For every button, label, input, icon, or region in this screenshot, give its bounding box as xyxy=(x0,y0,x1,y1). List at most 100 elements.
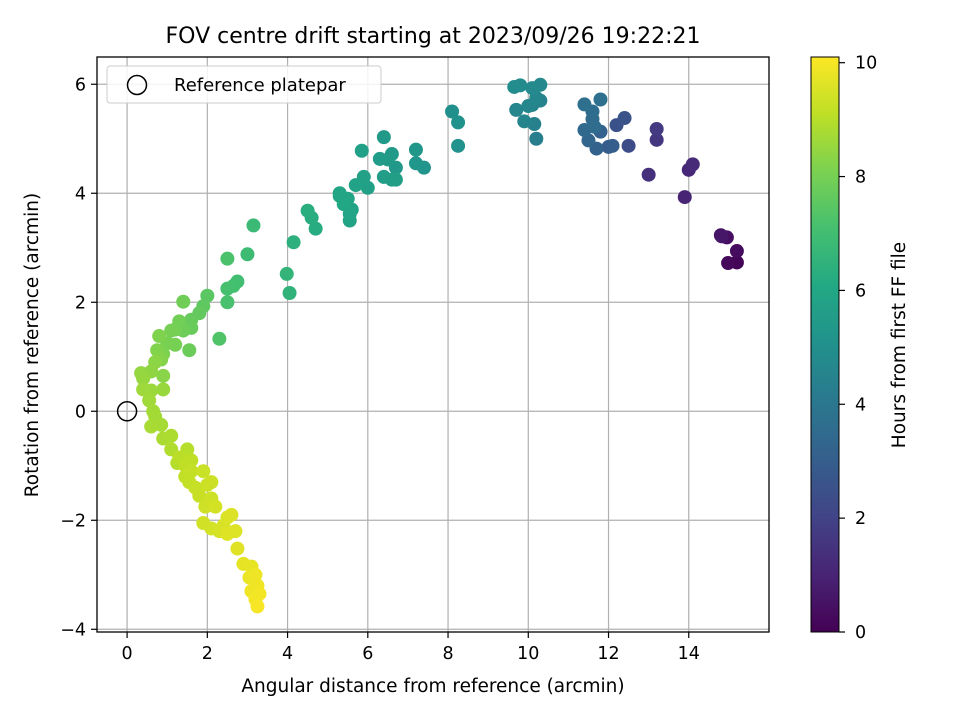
y-tick-label: 0 xyxy=(75,402,86,422)
data-point xyxy=(685,157,700,172)
data-point xyxy=(714,229,729,244)
data-point xyxy=(182,343,197,358)
data-point xyxy=(220,526,235,541)
data-point xyxy=(641,167,656,182)
data-point xyxy=(212,331,227,346)
data-point xyxy=(192,488,207,503)
legend-marker xyxy=(126,74,148,96)
reference-marker xyxy=(116,401,138,422)
data-point xyxy=(451,138,466,153)
x-axis-label: Angular distance from reference (arcmin) xyxy=(241,676,624,697)
data-point xyxy=(617,111,632,126)
colorbar-label: Hours from first FF file xyxy=(889,242,910,448)
x-axis: 0 2 4 6 8 10 12 14 xyxy=(122,632,700,664)
data-point xyxy=(587,119,602,134)
data-point xyxy=(507,79,522,94)
data-point xyxy=(677,190,692,205)
legend-label: Reference platepar xyxy=(174,75,346,96)
colorbar: 0 2 4 6 8 10 Hours from first FF file xyxy=(810,54,910,643)
data-point xyxy=(621,138,636,153)
data-point xyxy=(282,285,297,300)
data-point xyxy=(721,256,736,271)
data-point xyxy=(220,281,235,296)
data-point xyxy=(408,156,423,171)
colorbar-ticks: 0 2 4 6 8 10 xyxy=(839,54,877,643)
x-tick-label: 4 xyxy=(282,644,293,664)
data-point xyxy=(593,92,608,107)
y-tick-label: 6 xyxy=(75,75,86,95)
x-tick-label: 10 xyxy=(517,644,539,664)
data-point xyxy=(136,382,151,397)
data-point xyxy=(517,114,532,129)
data-point xyxy=(142,393,157,408)
data-point xyxy=(354,143,369,158)
chart-title: FOV centre drift starting at 2023/09/26 … xyxy=(166,24,701,49)
colorbar-tick-label: 6 xyxy=(855,281,866,301)
data-point xyxy=(246,218,261,233)
y-axis-label: Rotation from reference (arcmin) xyxy=(22,193,43,497)
data-point xyxy=(300,203,315,218)
data-point xyxy=(152,329,167,344)
data-point xyxy=(279,266,294,281)
colorbar-tick-label: 0 xyxy=(855,623,866,643)
data-point xyxy=(156,382,171,397)
plot-frame xyxy=(96,56,770,633)
data-point xyxy=(136,371,151,386)
data-point xyxy=(332,186,347,201)
data-point xyxy=(144,419,159,434)
data-point xyxy=(408,142,423,157)
data-point xyxy=(509,102,524,117)
colorbar-tick-label: 4 xyxy=(855,395,866,415)
data-point xyxy=(220,251,235,266)
data-point xyxy=(376,130,391,145)
x-tick-label: 6 xyxy=(362,644,373,664)
data-point xyxy=(224,507,239,522)
data-point xyxy=(525,81,540,96)
data-point xyxy=(248,567,263,582)
grid-lines xyxy=(97,57,769,632)
data-points xyxy=(134,77,744,614)
data-point xyxy=(220,295,235,310)
colorbar-tick-label: 8 xyxy=(855,168,866,188)
legend-box xyxy=(106,65,382,104)
x-tick-label: 8 xyxy=(442,644,453,664)
data-point xyxy=(184,464,199,479)
colorbar-gradient xyxy=(810,56,840,633)
data-point xyxy=(649,121,664,136)
data-point xyxy=(164,428,179,443)
y-tick-label: 2 xyxy=(75,293,86,313)
data-point xyxy=(240,247,255,262)
data-point xyxy=(196,464,211,479)
colorbar-tick-label: 10 xyxy=(855,54,877,74)
data-point xyxy=(164,323,179,338)
data-point xyxy=(286,235,301,250)
data-point xyxy=(360,180,375,195)
data-point xyxy=(529,131,544,146)
y-axis: −4 −2 0 2 4 6 xyxy=(60,75,97,640)
legend: Reference platepar xyxy=(106,65,382,104)
data-point xyxy=(250,599,265,614)
data-point xyxy=(204,475,219,490)
x-tick-label: 0 xyxy=(122,644,133,664)
data-point xyxy=(372,151,387,166)
data-point xyxy=(649,132,664,147)
data-point xyxy=(729,244,744,259)
x-tick-label: 14 xyxy=(678,644,700,664)
data-point xyxy=(348,178,363,193)
y-tick-label: −2 xyxy=(60,511,86,531)
x-tick-label: 12 xyxy=(597,644,619,664)
data-point xyxy=(388,172,403,187)
data-point xyxy=(308,221,323,236)
reference-platepar-marker xyxy=(116,401,138,422)
data-point xyxy=(336,197,351,212)
data-point xyxy=(198,499,213,514)
data-point xyxy=(577,97,592,112)
data-point xyxy=(451,115,466,130)
data-point xyxy=(176,294,191,309)
y-tick-label: 4 xyxy=(75,184,86,204)
colorbar-tick-label: 2 xyxy=(855,509,866,529)
data-point xyxy=(184,453,199,468)
data-point xyxy=(208,499,223,514)
data-point xyxy=(445,104,460,119)
